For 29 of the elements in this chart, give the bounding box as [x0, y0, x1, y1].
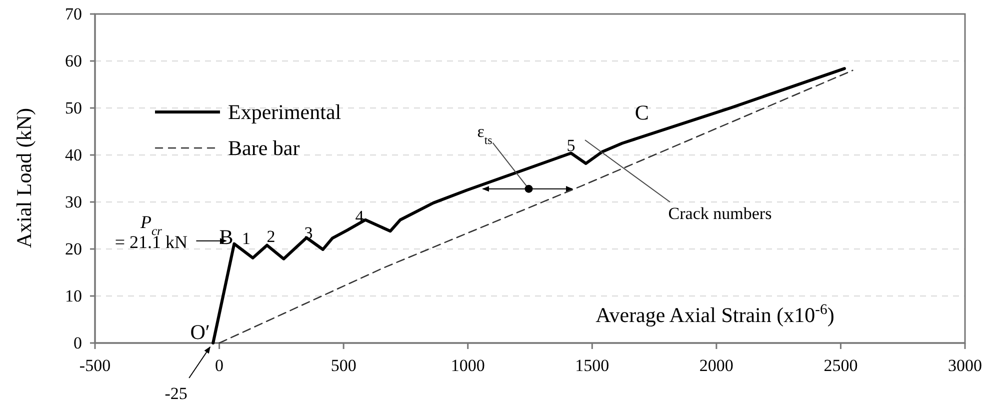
y-tick-label: 20 [65, 239, 82, 258]
annotation: O′ [190, 320, 210, 344]
annotation: 1 [242, 228, 250, 248]
y-tick-label: 50 [65, 98, 82, 118]
x-tick-label: 1000 [450, 356, 485, 376]
x-tick-label: 1500 [575, 356, 610, 376]
x-tick-label: 2000 [699, 356, 734, 376]
y-tick-label: 70 [65, 4, 82, 24]
y-tick-label: 10 [65, 286, 82, 306]
x-tick-label: 3000 [948, 356, 982, 376]
legend-label: Bare bar [228, 136, 300, 160]
y-tick-label: 40 [65, 145, 82, 164]
x-tick-label: 0 [215, 356, 224, 376]
annotation: P$_{cr}$ = 21.1 kN [114, 212, 188, 252]
x-tick-label: -500 [79, 356, 111, 376]
annotation: -25 [164, 384, 188, 401]
annotation: 2 [266, 227, 276, 246]
y-tick-label: 60 [65, 51, 82, 70]
x-tick-label: 2500 [824, 356, 858, 376]
y-tick-label: 0 [74, 333, 82, 352]
annotation: 5 [566, 136, 576, 156]
annotation: C [634, 100, 649, 125]
annotation: ε$_{ts}$ [477, 122, 493, 147]
legend-label: Experimental [228, 100, 342, 124]
x-tick-label: 500 [330, 356, 356, 376]
annotation: Crack numbers [668, 204, 772, 223]
y-tick-label: 30 [65, 192, 82, 212]
x-axis-title: Average Axial Strain (x10$^{-6}$) [596, 302, 834, 327]
y-axis-title: Axial Load (kN) [12, 108, 36, 248]
